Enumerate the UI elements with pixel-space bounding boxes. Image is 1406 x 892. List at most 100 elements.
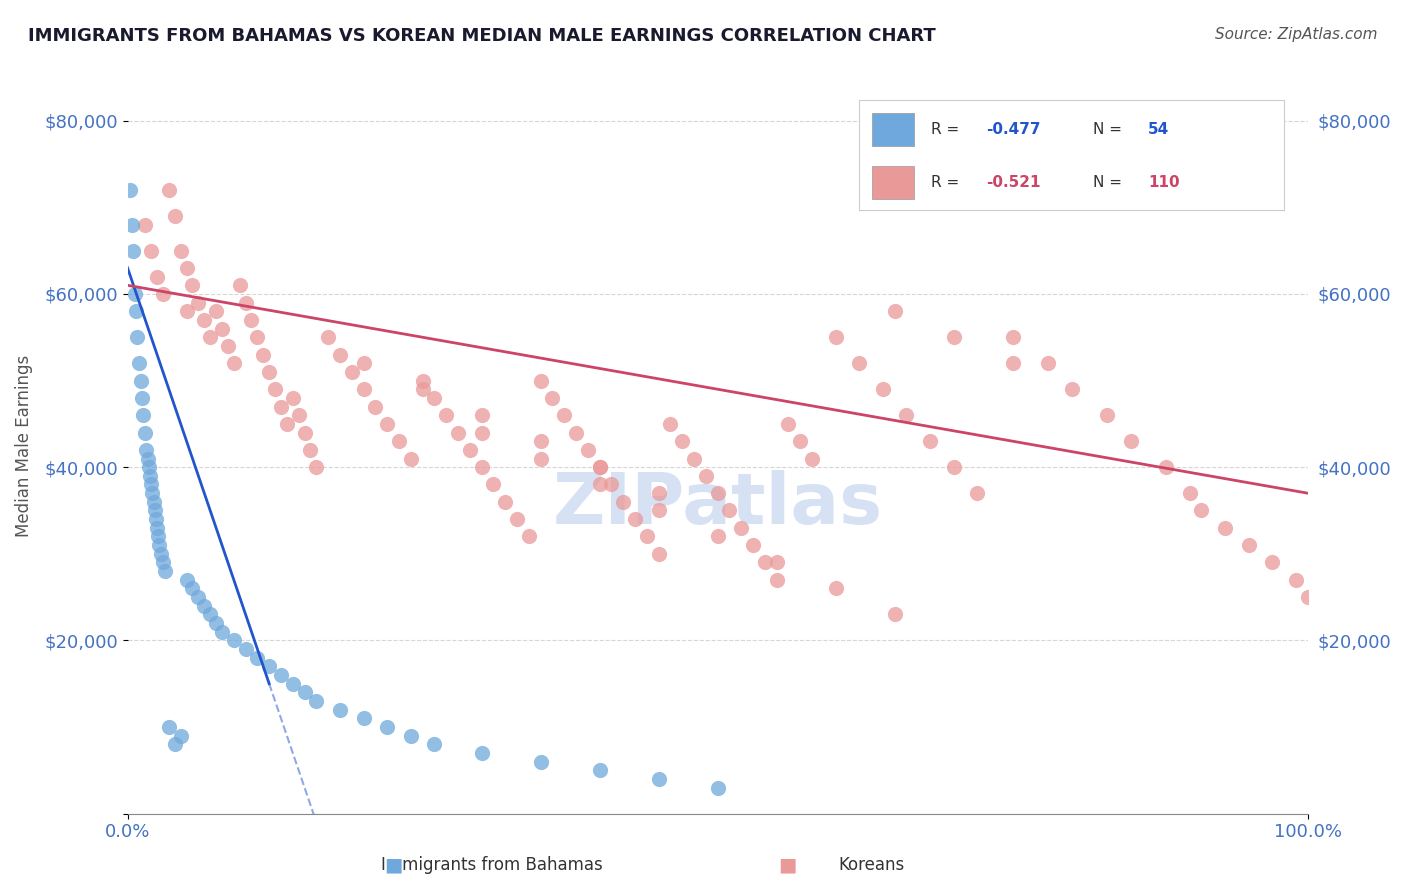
Point (1261, 556, 1284, 570)
Point (163, 737, 186, 751)
Point (412, 374, 434, 388)
Point (170, 729, 193, 743)
Point (270, 400, 292, 414)
Point (565, 425, 588, 440)
Point (588, 477, 610, 491)
Point (294, 425, 316, 440)
Point (730, 521, 752, 535)
Point (471, 460, 494, 475)
Point (211, 321, 233, 335)
Point (647, 503, 669, 517)
Point (588, 764, 610, 778)
Point (305, 694, 328, 708)
Point (636, 529, 658, 543)
Point (235, 295, 257, 310)
Point (222, 356, 245, 370)
Point (353, 711, 375, 725)
Point (128, 356, 150, 370)
Point (399, 451, 422, 466)
Point (706, 780, 728, 795)
Point (918, 434, 941, 449)
Point (966, 486, 988, 500)
Point (121, 218, 143, 232)
Point (1285, 573, 1308, 587)
Point (683, 451, 706, 466)
Point (388, 434, 411, 449)
Point (228, 278, 250, 293)
Point (205, 304, 228, 318)
Point (134, 425, 156, 440)
Point (270, 668, 292, 682)
Point (187, 590, 209, 604)
Point (125, 304, 148, 318)
Point (329, 348, 352, 362)
Point (624, 512, 647, 526)
Point (1001, 356, 1024, 370)
Point (647, 547, 669, 561)
Point (494, 495, 516, 509)
Point (754, 556, 776, 570)
Point (399, 729, 422, 743)
Point (883, 304, 905, 318)
Point (517, 529, 540, 543)
Point (264, 382, 287, 396)
Text: ZIPatlas: ZIPatlas (553, 470, 883, 539)
Point (1119, 434, 1142, 449)
Point (529, 755, 551, 769)
Point (718, 503, 741, 517)
Point (588, 460, 610, 475)
Point (765, 556, 787, 570)
Point (1036, 356, 1059, 370)
Point (287, 408, 309, 422)
Point (187, 295, 209, 310)
Point (205, 616, 228, 631)
Point (257, 365, 280, 379)
Point (294, 685, 316, 699)
Point (576, 442, 599, 457)
Point (136, 451, 159, 466)
Point (152, 287, 174, 301)
Point (706, 486, 728, 500)
Point (659, 417, 682, 431)
Point (222, 633, 245, 648)
Point (942, 330, 965, 344)
Point (375, 720, 398, 734)
Point (148, 529, 170, 543)
Point (1095, 408, 1118, 422)
Point (742, 538, 765, 552)
Point (217, 339, 239, 353)
Point (240, 313, 263, 327)
Point (471, 746, 494, 760)
Point (896, 408, 918, 422)
Point (131, 391, 153, 405)
Point (824, 330, 846, 344)
Point (1237, 538, 1260, 552)
Point (193, 313, 215, 327)
Point (482, 477, 505, 491)
Point (163, 209, 186, 223)
Point (157, 720, 180, 734)
Point (176, 304, 198, 318)
Point (1001, 330, 1024, 344)
Point (141, 486, 163, 500)
Point (553, 408, 575, 422)
Point (145, 512, 167, 526)
Point (211, 624, 233, 639)
Point (281, 391, 304, 405)
Text: Immigrants from Bahamas: Immigrants from Bahamas (381, 856, 603, 874)
Point (942, 460, 965, 475)
Point (125, 330, 148, 344)
Point (129, 374, 152, 388)
Text: IMMIGRANTS FROM BAHAMAS VS KOREAN MEDIAN MALE EARNINGS CORRELATION CHART: IMMIGRANTS FROM BAHAMAS VS KOREAN MEDIAN… (28, 27, 936, 45)
Point (299, 442, 322, 457)
Point (375, 417, 398, 431)
Point (778, 417, 800, 431)
Point (412, 382, 434, 396)
Point (146, 269, 169, 284)
Point (139, 468, 162, 483)
Point (246, 330, 269, 344)
Text: ■: ■ (384, 855, 404, 874)
Point (181, 582, 204, 596)
Point (142, 495, 165, 509)
Point (647, 486, 669, 500)
